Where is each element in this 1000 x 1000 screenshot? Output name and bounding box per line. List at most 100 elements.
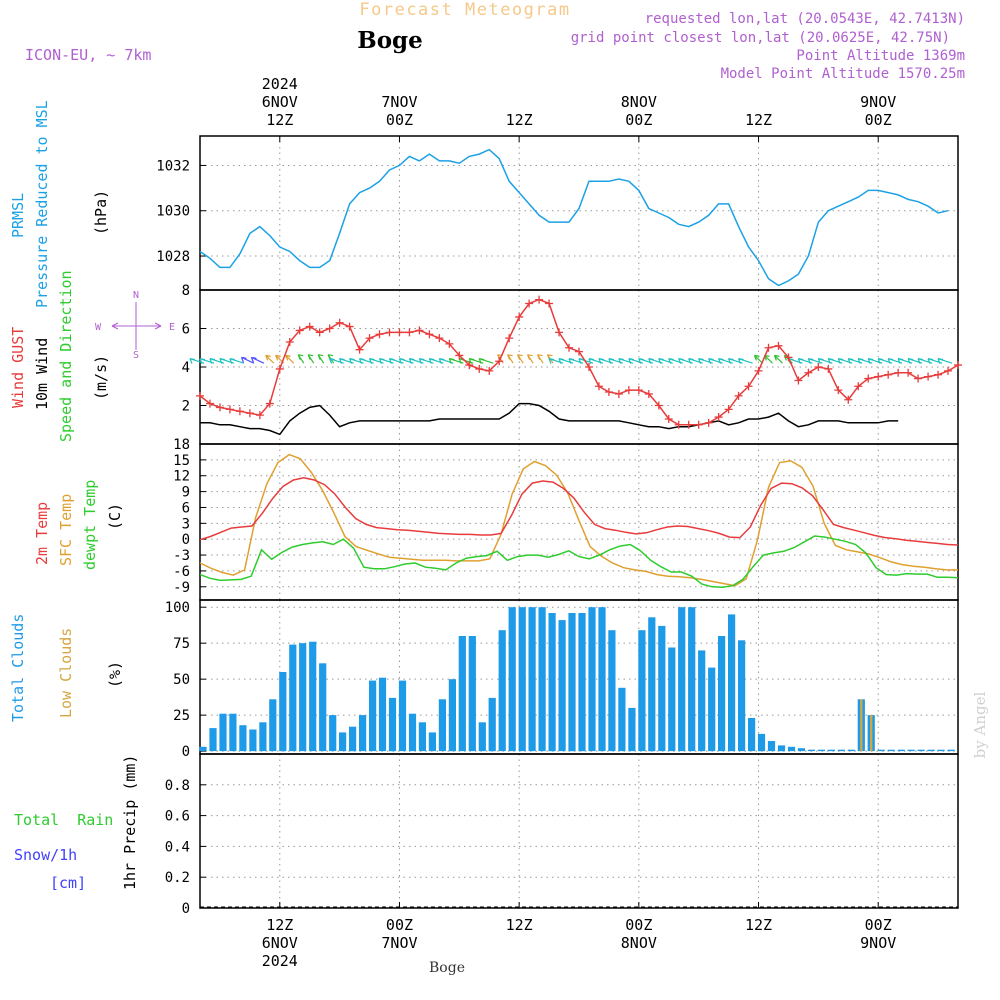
total-cloud-bar	[219, 713, 227, 752]
watermark: by Angel	[971, 691, 989, 758]
total-cloud-bar	[369, 680, 377, 752]
gust-marker	[924, 372, 933, 381]
gust-marker	[445, 339, 454, 348]
bottom-time-label: 9NOV	[860, 934, 896, 952]
wind-arrow-head	[807, 358, 814, 364]
gust-marker	[734, 391, 743, 400]
t2m-label: 2m Temp	[33, 502, 51, 565]
y-tick-label: -6	[173, 564, 190, 580]
gust-marker	[934, 370, 943, 379]
wind-arrow-head	[608, 358, 614, 364]
gust-marker	[315, 328, 324, 337]
wind-arrow-head	[578, 358, 585, 364]
total-cloud-bar	[359, 715, 367, 752]
total-cloud-bar	[339, 732, 347, 752]
top-time-label: 2024	[262, 75, 298, 93]
total-cloud-bar	[738, 640, 746, 752]
y-tick-label: 1032	[156, 158, 190, 174]
wind-arrow-head	[708, 358, 714, 364]
gust-marker	[435, 334, 444, 343]
top-time-label: 8NOV	[621, 93, 657, 111]
wind-arrow-head	[219, 358, 226, 364]
y-tick-label: 0	[182, 744, 190, 760]
gust-marker	[754, 366, 763, 375]
wind-arrow-head	[598, 358, 605, 364]
wind-arrow-head	[329, 358, 335, 364]
wind-arrow-head	[507, 354, 513, 360]
y-tick-label: 25	[173, 708, 190, 724]
wind-arrow-head	[378, 358, 385, 364]
gust-marker	[385, 328, 394, 337]
gust-marker	[525, 299, 534, 308]
low-cloud-label: Low Clouds	[57, 628, 75, 718]
total-cloud-bar	[777, 745, 786, 752]
gust-marker	[575, 347, 583, 356]
gust-marker	[395, 328, 404, 337]
pressure-panel-labels: PRMSL Pressure Reduced to MSL (hPa)	[9, 100, 110, 308]
total-cloud-bar	[508, 607, 516, 752]
wind-arrow-head	[628, 358, 634, 364]
snow-unit: [cm]	[50, 874, 86, 892]
gust-marker	[375, 330, 384, 339]
gust-marker	[954, 361, 962, 370]
total-cloud-bar	[558, 620, 566, 752]
top-time-label: 6NOV	[262, 93, 298, 111]
gust-marker	[205, 399, 214, 408]
footer-location: Boge	[429, 960, 465, 976]
wind-arrow-head	[265, 354, 271, 361]
total-cloud-bar	[319, 663, 327, 752]
total-cloud-bar	[628, 707, 636, 752]
wind-arrow-head	[398, 358, 405, 364]
wind-arrow-head	[638, 358, 644, 364]
wind-arrow-head	[648, 358, 654, 364]
cloud-panel-labels: Total Clouds Low Clouds (%)	[9, 614, 124, 722]
model-altitude: Model Point Altitude 1570.25m	[721, 66, 965, 82]
gust-marker	[335, 318, 344, 327]
bottom-time-label: 00Z	[865, 916, 892, 934]
total-cloud-label: Total Clouds	[9, 614, 27, 722]
gust-marker	[944, 366, 953, 375]
total-cloud-bar	[279, 672, 287, 752]
gust-marker	[275, 364, 284, 373]
total-cloud-bar	[837, 749, 845, 752]
total-cloud-bar	[269, 699, 277, 752]
wind-arrow-head	[887, 358, 894, 364]
wind-arrow-head	[189, 358, 196, 364]
rain-label: Total Rain	[14, 811, 113, 829]
wind-arrow-head	[250, 356, 257, 363]
temp-unit: (C)	[106, 503, 124, 530]
top-time-label: 00Z	[625, 111, 652, 129]
y-tick-label: -9	[173, 580, 190, 596]
panel-frames	[199, 135, 959, 909]
gust-marker	[804, 368, 813, 377]
y-tick-label: 0.6	[165, 809, 190, 825]
total-cloud-bar	[847, 749, 855, 752]
gust-marker	[255, 411, 264, 420]
gust-marker	[784, 353, 793, 362]
temp-panel-labels: 2m Temp SFC Temp dewpt Temp (C)	[33, 480, 124, 570]
wind-arrow-head	[837, 358, 844, 364]
wind-arrow-head	[618, 358, 624, 364]
y-tick-label: 4	[182, 360, 190, 376]
location-title: Boge	[357, 27, 423, 54]
wind-arrow-head	[527, 354, 533, 360]
total-cloud-bar	[239, 725, 247, 752]
wind-arrow-head	[827, 358, 834, 364]
wind-arrow-head	[388, 358, 395, 364]
total-cloud-bar	[827, 749, 835, 752]
gust-marker	[295, 326, 304, 335]
wind-arrow-head	[668, 358, 674, 364]
gust-marker	[814, 363, 823, 371]
data-marks	[189, 148, 962, 908]
dew-label: dewpt Temp	[81, 480, 99, 570]
wind-arrow-head	[897, 358, 904, 364]
gust-marker	[614, 389, 623, 398]
wind-panel-labels: Wind GUST 10m Wind Speed and Direction (…	[9, 270, 175, 442]
wind-arrow-head	[478, 358, 485, 364]
wind-arrow-head	[209, 358, 216, 364]
y-tick-label: 0.2	[165, 870, 190, 886]
total-cloud-bar	[947, 749, 955, 752]
y-tick-label: 8	[182, 283, 190, 299]
wind-arrow	[773, 354, 783, 364]
gust-marker	[235, 407, 244, 416]
